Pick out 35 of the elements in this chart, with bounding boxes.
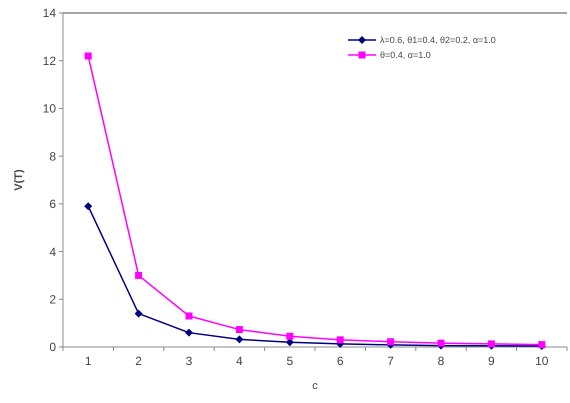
x-tick-label: 7 (387, 354, 394, 368)
x-tick-label: 2 (135, 354, 142, 368)
x-tick-label: 10 (535, 354, 549, 368)
y-tick-label: 4 (49, 244, 56, 259)
point (387, 338, 394, 346)
point (135, 272, 142, 279)
point (286, 332, 294, 340)
x-tick-label: 6 (336, 354, 344, 368)
point (134, 310, 143, 318)
x-tick-label: 1 (84, 354, 92, 368)
y-tick-label: 8 (49, 149, 56, 164)
x-tick-label: 9 (488, 354, 496, 368)
point (185, 328, 193, 337)
y-axis-title: V(T) (13, 168, 25, 191)
y-tick-label: 12 (42, 54, 56, 68)
x-tick-label: 8 (438, 354, 445, 368)
legend-label: θ=0.4, α=1.0 (380, 50, 431, 60)
point (488, 340, 495, 348)
legend-label: λ=0.6, θ1=0.4, θ2=0.2, α=1.0 (380, 35, 496, 46)
x-tick-label: 5 (286, 354, 294, 368)
x-axis-title: c (312, 380, 318, 392)
point (84, 52, 92, 60)
point (235, 335, 244, 344)
y-tick-label: 6 (49, 197, 56, 212)
point (186, 312, 192, 320)
point (236, 326, 243, 334)
point (84, 202, 92, 210)
y-tick-label: 2 (49, 292, 56, 306)
point (336, 336, 344, 344)
y-tick-label: 0 (49, 340, 56, 354)
y-tick-label: 10 (42, 102, 56, 116)
y-tick-label: 14 (42, 6, 56, 20)
x-tick-label: 4 (236, 354, 244, 368)
point (438, 340, 444, 347)
x-tick-label: 3 (186, 354, 193, 368)
